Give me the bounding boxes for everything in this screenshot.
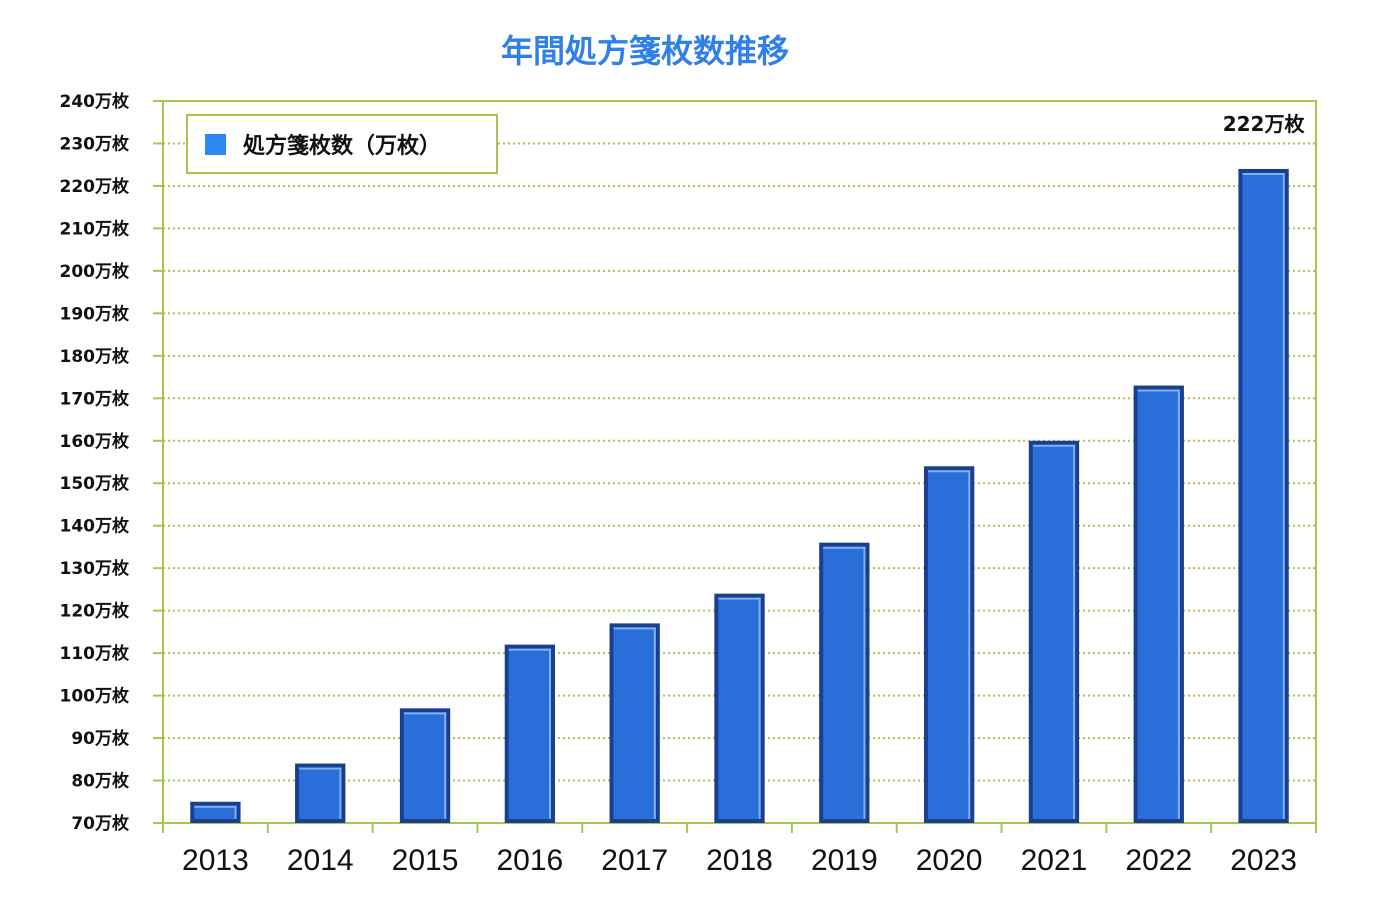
x-tick-label: 2013 [182, 844, 249, 877]
y-tick-label: 90万枚 [71, 728, 130, 749]
x-tick-label: 2017 [601, 844, 668, 877]
chart-title: 年間処方箋枚数推移 [500, 32, 789, 70]
bar-face [1242, 172, 1285, 819]
legend-label: 処方箋枚数（万枚） [243, 133, 441, 159]
y-tick-label: 130万枚 [60, 558, 130, 579]
bar [399, 708, 451, 823]
bar-face [823, 546, 866, 819]
y-tick-label: 70万枚 [71, 813, 130, 834]
legend-marker [205, 134, 226, 155]
bars [190, 168, 1289, 823]
bar [609, 623, 660, 823]
y-tick-label: 230万枚 [60, 133, 130, 154]
bar-face [299, 767, 342, 819]
data-label: 222万枚 [1223, 112, 1306, 136]
y-tick-label: 80万枚 [71, 771, 130, 792]
bar [714, 593, 765, 823]
x-tick-label: 2023 [1230, 844, 1297, 877]
bar [504, 644, 556, 823]
y-tick-label: 170万枚 [60, 388, 130, 409]
x-tick-label: 2016 [496, 844, 563, 877]
x-tick-label: 2021 [1021, 844, 1088, 877]
bar-face [1137, 389, 1180, 819]
y-tick-label: 180万枚 [60, 346, 130, 367]
bar-face [927, 470, 971, 819]
bar [1238, 168, 1289, 823]
y-tick-label: 120万枚 [60, 601, 130, 622]
labels: 70万枚 80万枚 90万枚 100万枚 110万枚 120万枚 130万枚 140万枚 150… [60, 91, 1306, 877]
bar-face [613, 627, 656, 819]
x-tick-label: 2015 [392, 844, 459, 877]
bar [1028, 440, 1080, 823]
y-tick-label: 150万枚 [60, 473, 130, 494]
x-tick-label: 2022 [1125, 844, 1192, 877]
y-tick-label: 100万枚 [60, 686, 130, 707]
bar [923, 466, 975, 823]
bar-face [1032, 444, 1076, 819]
y-tick-label: 220万枚 [60, 176, 130, 197]
bar-face [194, 805, 237, 819]
bar-face [508, 648, 552, 819]
bar [819, 542, 870, 823]
x-tick-label: 2014 [287, 844, 354, 877]
x-tick-label: 2019 [811, 844, 878, 877]
y-tick-label: 190万枚 [60, 303, 130, 324]
y-tick-label: 240万枚 [60, 91, 130, 112]
bar [190, 801, 241, 823]
y-tick-label: 110万枚 [60, 643, 130, 664]
y-tick-label: 210万枚 [60, 218, 130, 239]
legend-box [186, 114, 498, 174]
bar [295, 763, 346, 823]
x-tick-label: 2018 [706, 844, 773, 877]
y-tick-label: 200万枚 [60, 261, 130, 282]
bar-face [403, 712, 447, 819]
bar-face [718, 597, 761, 819]
x-tick-label: 2020 [916, 844, 983, 877]
y-tick-label: 140万枚 [60, 516, 130, 537]
y-tick-label: 160万枚 [60, 431, 130, 452]
legend: 処方箋枚数（万枚） [186, 114, 498, 174]
axes [153, 100, 1317, 833]
bar [1133, 385, 1184, 823]
